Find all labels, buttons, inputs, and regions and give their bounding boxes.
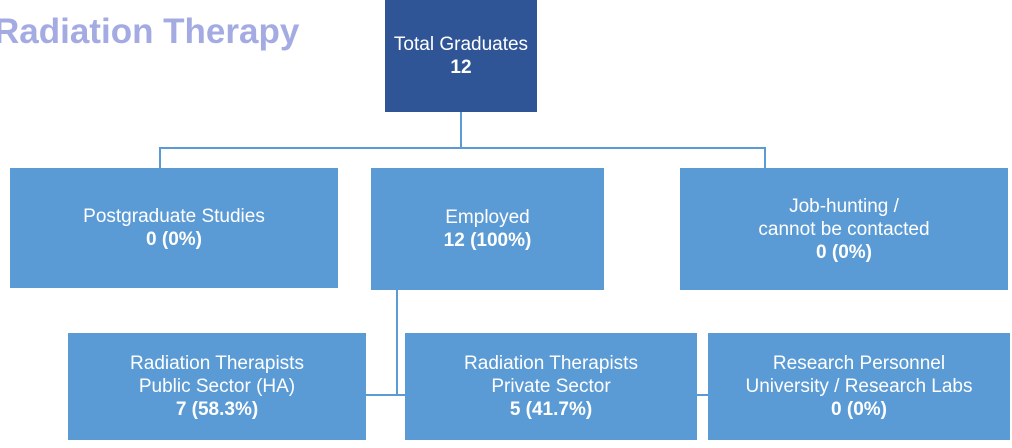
node-label: University / Research Labs bbox=[745, 376, 973, 397]
node: Job-hunting / cannot be contacted 0 (0%) bbox=[680, 168, 1008, 290]
node: Total Graduates 12 bbox=[385, 0, 537, 112]
node: Postgraduate Studies 0 (0%) bbox=[10, 168, 338, 288]
node-value: 5 (41.7%) bbox=[509, 399, 593, 420]
node-label: cannot be contacted bbox=[758, 218, 930, 240]
node-label: Radiation Therapists bbox=[464, 353, 638, 374]
node-value: 0 (0%) bbox=[831, 399, 887, 420]
node-label: Radiation Therapists bbox=[130, 353, 304, 374]
node-value: 12 bbox=[450, 57, 472, 78]
node: Employed 12 (100%) bbox=[371, 168, 604, 290]
node-label: Public Sector (HA) bbox=[138, 376, 296, 397]
node-label: Employed bbox=[445, 207, 530, 228]
node-label: Total Graduates bbox=[393, 34, 529, 55]
node-label: Private Sector bbox=[491, 376, 611, 397]
node: Radiation Therapists Private Sector 5 (41.… bbox=[405, 333, 697, 440]
node-value: 0 (0%) bbox=[816, 241, 872, 263]
node-label: Postgraduate Studies bbox=[83, 206, 265, 227]
node: Radiation Therapists Public Sector (HA) 7 … bbox=[68, 333, 366, 440]
node: Research Personnel University / Research … bbox=[708, 333, 1010, 440]
node-value: 12 (100%) bbox=[443, 230, 532, 251]
node-label: Job-hunting / bbox=[789, 195, 899, 217]
node-value: 0 (0%) bbox=[146, 229, 202, 250]
node-label: Research Personnel bbox=[772, 353, 946, 374]
title: Radiation Therapy bbox=[0, 12, 300, 51]
node-value: 7 (58.3%) bbox=[175, 399, 259, 420]
